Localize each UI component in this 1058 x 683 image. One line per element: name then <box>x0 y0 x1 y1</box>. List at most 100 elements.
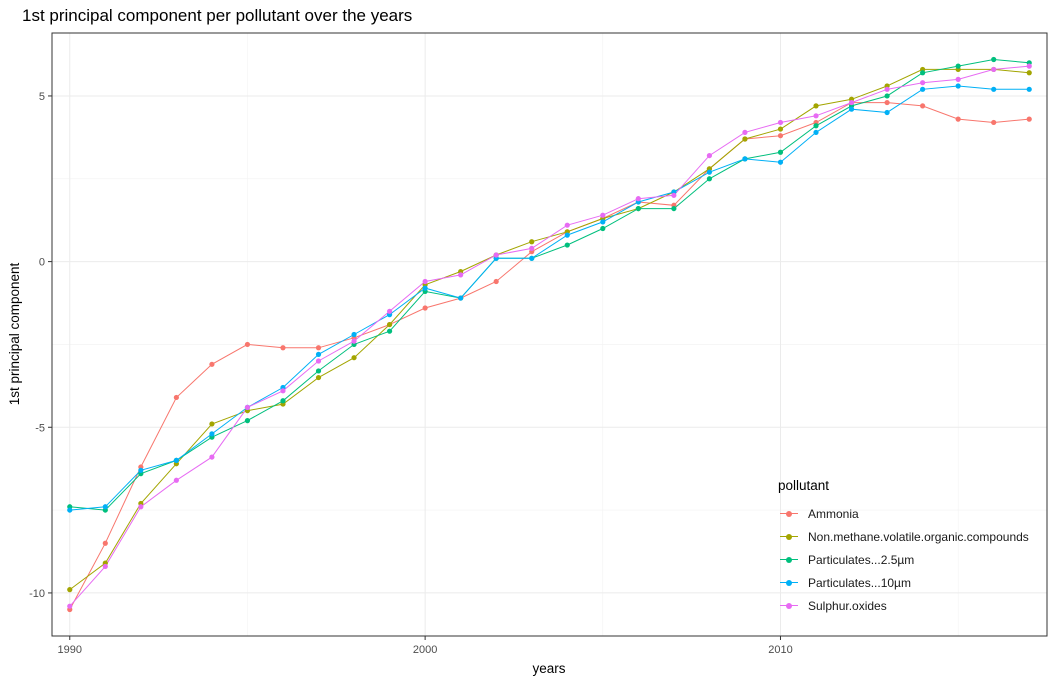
legend-key-icon <box>778 600 800 612</box>
data-point-ammonia <box>920 103 926 109</box>
data-point-particulates-10-m <box>884 109 890 116</box>
y-axis-title: 1st principal component <box>7 262 22 405</box>
data-point-particulates-2-5-m <box>635 205 641 212</box>
data-point-particulates-10-m <box>422 285 428 291</box>
legend-label: Sulphur.oxides <box>808 598 887 613</box>
data-point-particulates-10-m <box>458 295 464 301</box>
legend-item-ammonia: Ammonia <box>778 502 1048 525</box>
y-tick-label: 5 <box>39 91 45 103</box>
data-point-sulphur-oxides <box>884 86 890 92</box>
data-point-ammonia <box>209 361 215 367</box>
data-point-non-methane-volatile-organic-compounds <box>813 103 819 109</box>
data-point-particulates-2-5-m <box>777 149 784 155</box>
data-point-particulates-10-m <box>600 219 606 225</box>
data-point-non-methane-volatile-organic-compounds <box>315 374 322 381</box>
legend-key-icon <box>778 508 800 520</box>
data-point-sulphur-oxides <box>493 252 499 258</box>
legend-items: Ammonia Non.methane.volatile.organic.comp… <box>778 502 1048 617</box>
data-point-sulphur-oxides <box>920 80 926 86</box>
chart-title: 1st principal component per pollutant ov… <box>22 6 413 25</box>
data-point-particulates-10-m <box>209 431 215 437</box>
data-point-particulates-10-m <box>67 507 73 513</box>
data-point-ammonia <box>244 341 251 348</box>
legend: pollutant Ammonia Non.methane.volatile.or… <box>778 478 1048 617</box>
data-point-sulphur-oxides <box>280 388 286 394</box>
data-point-particulates-10-m <box>351 331 357 338</box>
data-point-ammonia <box>280 345 286 351</box>
data-point-sulphur-oxides <box>315 358 322 364</box>
data-point-ammonia <box>884 99 890 106</box>
data-point-particulates-2-5-m <box>884 93 890 99</box>
legend-label: Particulates...2.5µm <box>808 552 915 567</box>
legend-item-particulates-10-m: Particulates...10µm <box>778 571 1048 594</box>
data-point-sulphur-oxides <box>1026 63 1032 69</box>
data-point-sulphur-oxides <box>600 212 606 218</box>
plot-panel <box>52 33 1047 636</box>
legend-key-icon <box>778 577 800 589</box>
data-point-non-methane-volatile-organic-compounds <box>67 587 73 593</box>
data-point-particulates-2-5-m <box>671 205 677 212</box>
legend-item-sulphur-oxides: Sulphur.oxides <box>778 594 1048 617</box>
data-point-sulphur-oxides <box>706 152 713 159</box>
legend-title: pollutant <box>778 478 830 493</box>
y-tick-label: 0 <box>39 257 45 269</box>
legend-item-particulates-2-5-m: Particulates...2.5µm <box>778 548 1048 571</box>
data-point-ammonia <box>1026 116 1032 122</box>
data-point-sulphur-oxides <box>173 477 179 483</box>
data-point-particulates-10-m <box>315 351 322 357</box>
data-point-particulates-10-m <box>848 106 855 112</box>
legend-key-icon <box>778 554 800 566</box>
data-point-sulphur-oxides <box>138 504 144 510</box>
data-point-ammonia <box>955 116 961 122</box>
data-point-particulates-10-m <box>529 255 535 261</box>
data-point-sulphur-oxides <box>422 278 428 285</box>
data-point-non-methane-volatile-organic-compounds <box>777 126 784 132</box>
data-point-ammonia <box>777 133 784 139</box>
data-point-ammonia <box>102 540 108 546</box>
data-point-sulphur-oxides <box>991 66 997 73</box>
series-line-particulates-2-5-m <box>69 58 1030 511</box>
data-point-particulates-2-5-m <box>991 56 997 63</box>
data-point-sulphur-oxides <box>351 338 357 344</box>
x-axis-title: years <box>532 661 565 676</box>
data-point-sulphur-oxides <box>848 99 855 106</box>
data-point-non-methane-volatile-organic-compounds <box>351 355 357 361</box>
data-point-sulphur-oxides <box>564 222 570 228</box>
data-point-particulates-2-5-m <box>244 418 251 424</box>
data-point-non-methane-volatile-organic-compounds <box>209 421 215 427</box>
data-point-particulates-10-m <box>173 457 179 464</box>
data-point-particulates-2-5-m <box>600 225 606 232</box>
data-point-sulphur-oxides <box>671 192 677 198</box>
data-point-sulphur-oxides <box>777 119 784 126</box>
data-point-particulates-2-5-m <box>386 328 393 334</box>
data-point-sulphur-oxides <box>635 196 641 202</box>
data-point-particulates-2-5-m <box>955 63 961 69</box>
y-tick-label: -5 <box>35 422 45 434</box>
x-tick-label: 1990 <box>58 644 82 656</box>
data-point-particulates-10-m <box>955 83 961 89</box>
data-point-non-methane-volatile-organic-compounds <box>1026 70 1032 76</box>
data-point-non-methane-volatile-organic-compounds <box>529 239 535 245</box>
data-point-sulphur-oxides <box>386 308 393 314</box>
data-point-sulphur-oxides <box>742 129 748 135</box>
legend-item-non-methane-volatile-organic-compounds: Non.methane.volatile.organic.compounds <box>778 525 1048 548</box>
data-point-non-methane-volatile-organic-compounds <box>386 321 393 328</box>
data-point-particulates-10-m <box>564 232 570 238</box>
data-point-particulates-10-m <box>920 86 926 92</box>
data-point-particulates-10-m <box>706 169 713 175</box>
data-point-sulphur-oxides <box>955 76 961 82</box>
data-point-particulates-2-5-m <box>706 176 713 182</box>
data-point-particulates-10-m <box>991 86 997 92</box>
data-point-sulphur-oxides <box>67 603 73 609</box>
x-axis: 1990 2000 2010 <box>58 636 793 656</box>
legend-label: Particulates...10µm <box>808 575 911 590</box>
data-point-particulates-2-5-m <box>920 70 926 76</box>
data-point-ammonia <box>315 345 322 351</box>
data-point-particulates-10-m <box>742 156 748 162</box>
series-line-particulates-10-m <box>69 85 1030 511</box>
data-point-particulates-10-m <box>1026 86 1032 92</box>
series-line-ammonia <box>69 102 1030 610</box>
legend-key-icon <box>778 531 800 543</box>
data-point-sulphur-oxides <box>813 113 819 119</box>
